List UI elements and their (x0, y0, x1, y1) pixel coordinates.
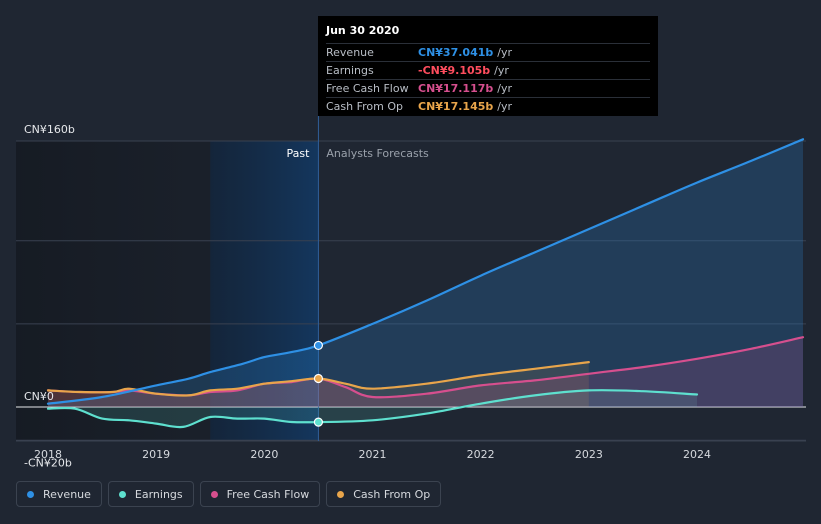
y-tick-label-2: -CN¥20b (24, 456, 72, 469)
tooltip-row-value: CN¥17.117b (418, 82, 494, 95)
tooltip-row-unit: /yr (497, 100, 513, 113)
legend-label: Free Cash Flow (226, 487, 310, 501)
line-cash-from-op (46, 361, 590, 397)
legend-label: Cash From Op (353, 487, 431, 501)
tooltip-row-cash-from-op: Cash From Op CN¥17.145b/yr (326, 97, 650, 115)
marker-revenue (313, 340, 324, 351)
tooltip-row-value: CN¥37.041b (418, 46, 494, 59)
x-tick-label-2021: 2021 (359, 448, 387, 461)
legend-item-cash-from-op[interactable]: Cash From Op (326, 481, 442, 507)
series-markers (313, 340, 324, 427)
line-revenue (46, 138, 805, 405)
legend: Revenue Earnings Free Cash Flow Cash From O… (16, 481, 442, 507)
x-tick-label-2024: 2024 (683, 448, 711, 461)
tooltip-row-label: Revenue (326, 46, 374, 59)
tooltip-row-label: Cash From Op (326, 100, 404, 113)
tooltip-row-label: Free Cash Flow (326, 82, 409, 95)
legend-label: Revenue (43, 487, 91, 501)
forecast-label: Analysts Forecasts (326, 147, 429, 160)
legend-item-revenue[interactable]: Revenue (16, 481, 102, 507)
tooltip-row-label: Earnings (326, 64, 374, 77)
area-revenue (48, 140, 803, 407)
legend-item-earnings[interactable]: Earnings (107, 481, 194, 507)
tooltip-row-value: CN¥17.145b (418, 100, 494, 113)
tooltip-row-unit: /yr (494, 64, 509, 77)
marker-earnings (313, 417, 324, 427)
y-tick-label-0: CN¥160b (24, 123, 75, 136)
tooltip-row-value: -CN¥9.105b (418, 64, 491, 77)
tooltip-date: Jun 30 2020 (326, 24, 400, 37)
line-earnings (46, 389, 699, 429)
marker-cash-from-op (313, 373, 324, 384)
legend-item-free-cash-flow[interactable]: Free Cash Flow (199, 481, 321, 507)
x-tick-label-2019: 2019 (142, 448, 170, 461)
legend-dot-icon (27, 490, 34, 498)
y-tick-label-1: CN¥0 (24, 390, 54, 403)
tooltip-row-earnings: Earnings -CN¥9.105b/yr (326, 61, 650, 79)
tooltip: Jun 30 2020 Revenue CN¥37.041b/yr Earnings… (318, 16, 658, 116)
past-label: Past (286, 147, 310, 160)
tooltip-row-revenue: Revenue CN¥37.041b/yr (326, 43, 650, 61)
legend-dot-icon (210, 490, 218, 498)
tooltip-row-free-cash-flow: Free Cash Flow CN¥17.117b/yr (326, 79, 650, 97)
legend-dot-icon (118, 490, 126, 498)
tooltip-row-unit: /yr (497, 82, 513, 95)
area-earnings (48, 390, 697, 428)
x-tick-label-2020: 2020 (250, 448, 278, 461)
x-tick-label-2023: 2023 (575, 448, 603, 461)
gridlines (16, 116, 806, 442)
tooltip-row-unit: /yr (497, 46, 513, 59)
legend-dot-icon (337, 490, 345, 498)
tooltip-rows: Revenue CN¥37.041b/yr Earnings -CN¥9.105b/y… (326, 43, 650, 115)
legend-label: Earnings (134, 487, 183, 501)
x-tick-label-2018: 2018 (34, 448, 62, 461)
x-tick-label-2022: 2022 (467, 448, 495, 461)
